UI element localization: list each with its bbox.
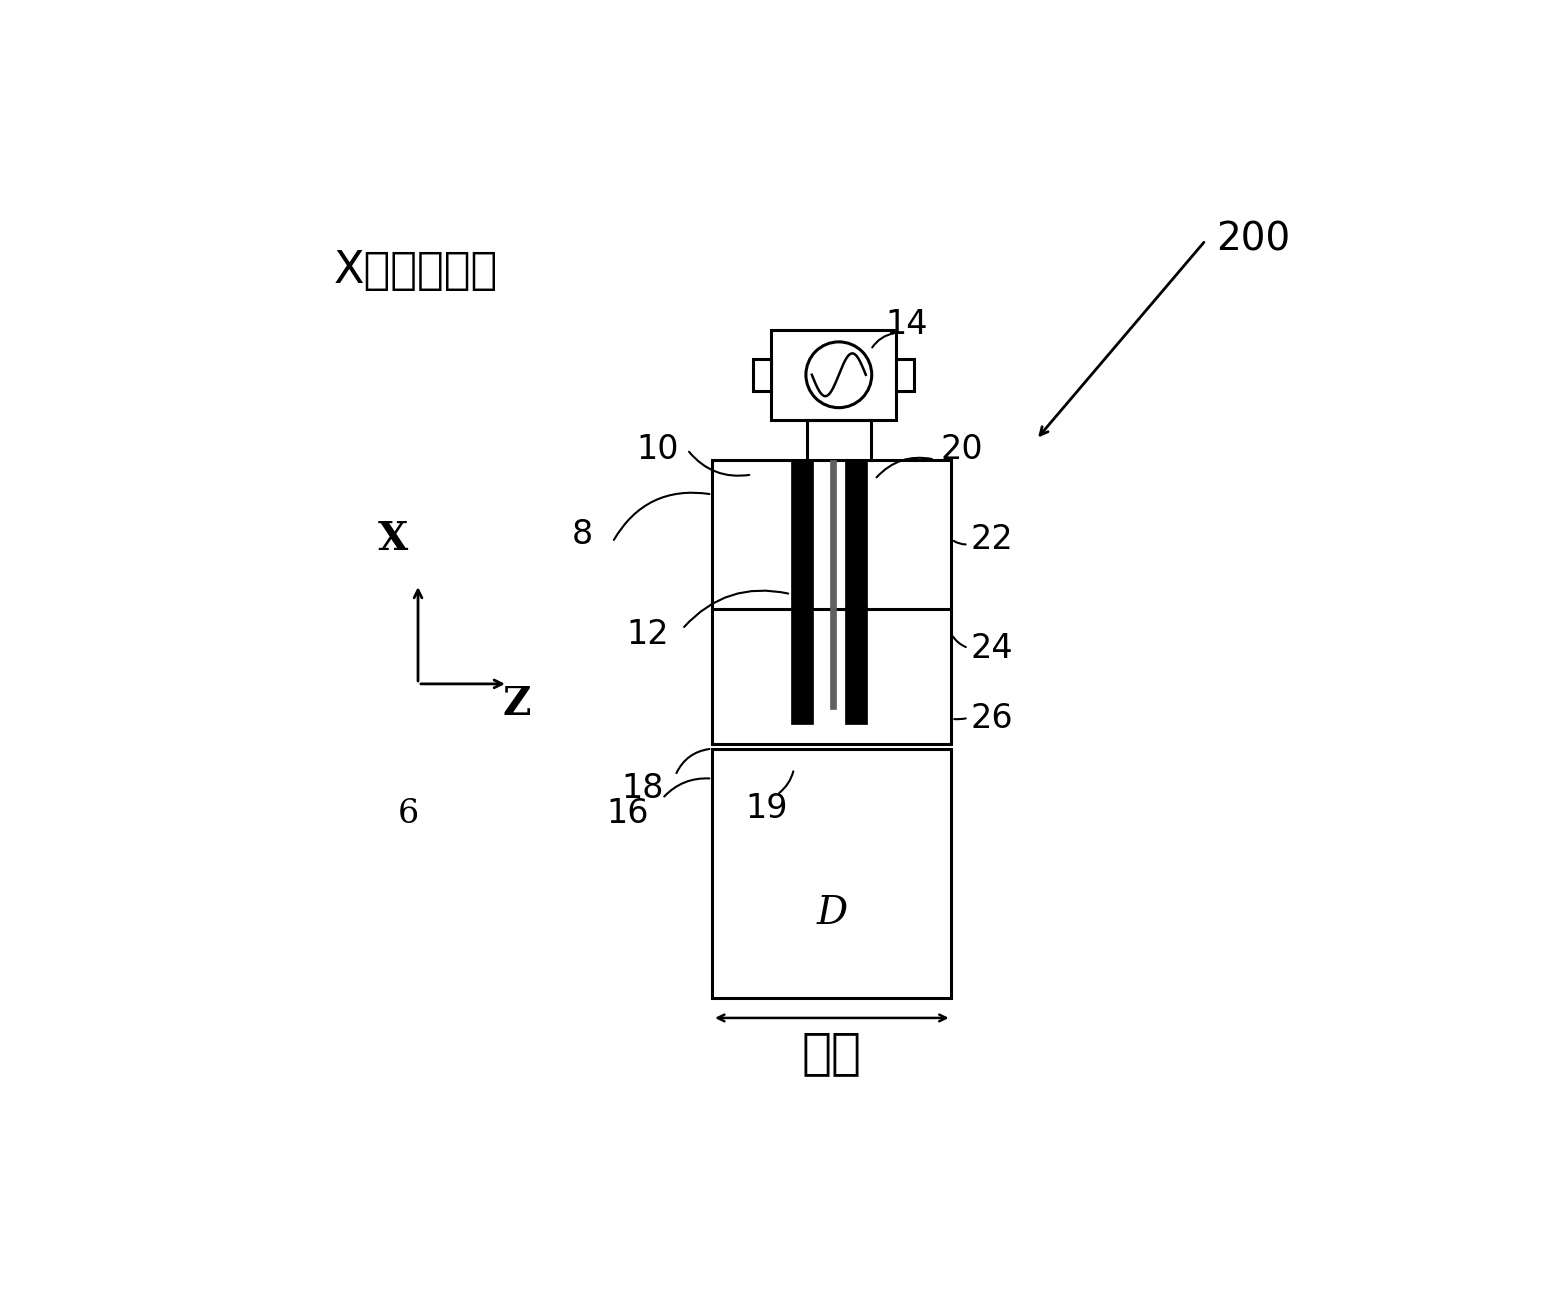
- Text: 200: 200: [1216, 220, 1291, 258]
- Text: D: D: [816, 895, 847, 931]
- Text: 24: 24: [970, 632, 1012, 666]
- Text: 26: 26: [970, 702, 1012, 736]
- Text: 14: 14: [885, 308, 928, 342]
- Text: 18: 18: [620, 772, 664, 805]
- Text: 相位: 相位: [802, 1028, 861, 1077]
- Text: 8: 8: [572, 518, 592, 550]
- Text: 22: 22: [970, 523, 1012, 556]
- Bar: [712, 460, 952, 743]
- Bar: [712, 749, 952, 998]
- Text: 6: 6: [398, 798, 418, 830]
- Text: X: X: [378, 521, 409, 558]
- Bar: [791, 460, 813, 724]
- Bar: [896, 359, 914, 391]
- Text: 16: 16: [606, 796, 648, 830]
- Text: 10: 10: [636, 433, 678, 466]
- Text: 20: 20: [941, 433, 983, 466]
- Text: Z: Z: [502, 685, 532, 723]
- Bar: [844, 460, 866, 724]
- Text: 19: 19: [746, 793, 788, 825]
- Bar: [753, 359, 771, 391]
- Bar: [771, 330, 896, 420]
- Text: 12: 12: [627, 618, 669, 650]
- Bar: [830, 460, 837, 708]
- Text: X平行于纸面: X平行于纸面: [333, 249, 498, 291]
